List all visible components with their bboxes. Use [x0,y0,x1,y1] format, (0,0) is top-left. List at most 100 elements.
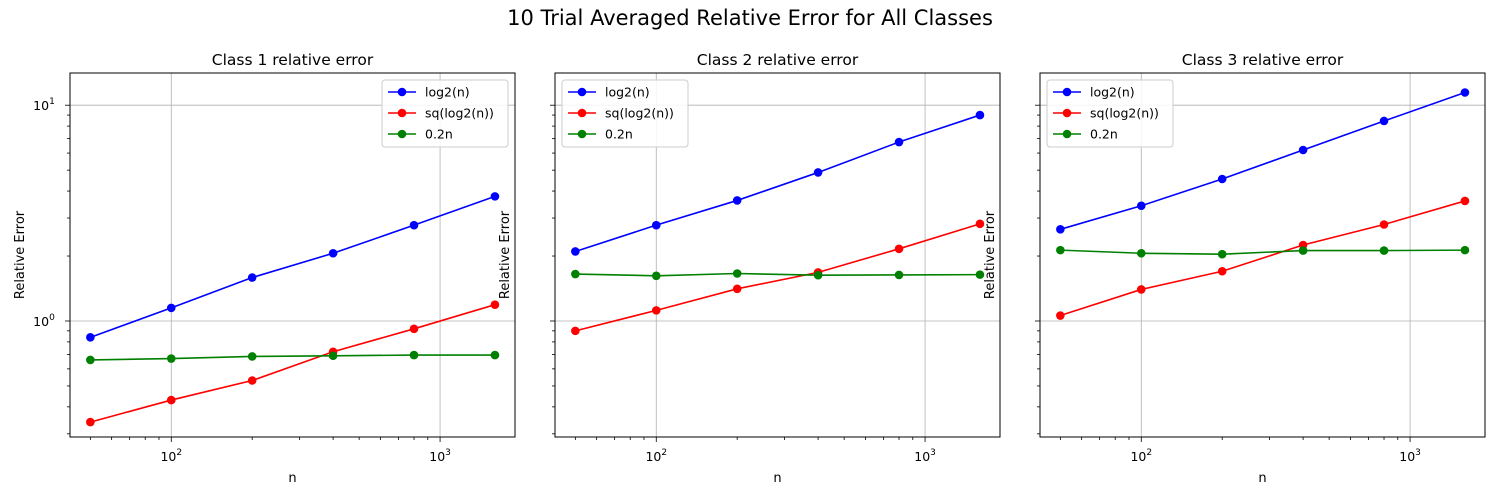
chart-1-ylabel: Relative Error [13,210,28,299]
chart-1-legend-marker-1 [397,108,407,118]
chart-1-title: Class 1 relative error [212,51,374,69]
chart-2-legend-label-1: sq(log2(n)) [605,106,674,121]
chart-3-legend-marker-1 [1062,108,1072,118]
chart-3-series-1-point-4 [1379,220,1389,229]
chart-1-series-1-point-5 [490,300,500,309]
chart-3-series-line-0 [1060,91,1466,231]
chart-1-series-2-point-0 [86,355,95,365]
chart-2-legend-marker-2 [577,129,587,139]
chart-2-x-ticklabel-1: 103 [914,448,936,464]
chart-3-legend-marker-0 [1062,87,1072,97]
chart-1-series-0-point-3 [328,248,338,258]
chart-2-series-0-point-2 [732,196,742,205]
chart-3-legend-label-2: 0.2n [1090,127,1118,142]
chart-2-series-2-point-4 [894,270,904,280]
chart-1-series-1-point-4 [409,324,419,334]
chart-2-series-line-0 [575,114,981,253]
chart-3-ylabel: Relative Error [983,210,998,299]
chart-2-legend-box [561,79,689,148]
chart-2-xlabel: n [773,471,781,486]
chart-3-legend-label-0: log2(n) [1090,85,1135,100]
chart-3-series-1-point-0 [1056,311,1065,320]
chart-3-legend-marker-2 [1062,129,1072,139]
chart-2-series-0-point-4 [894,137,904,147]
chart-3-series-2-point-4 [1379,246,1389,255]
chart-3-xlabel: n [1258,471,1266,486]
chart-1-series-line-1 [90,303,496,423]
chart-3-series-0-point-2 [1217,174,1227,184]
chart-3-x-ticklabel-1: 103 [1399,448,1421,464]
chart-1-xlabel: n [288,471,296,486]
chart-3-series-line-1 [1060,200,1466,317]
chart-2-series-2-point-1 [651,271,661,281]
chart-1-series-1-point-1 [166,395,176,405]
chart-2-legend-label-0: log2(n) [605,85,650,100]
chart-2-series-2-point-5 [975,270,985,279]
chart-2-axes-frame [554,72,1001,438]
chart-1-legend-label-0: log2(n) [425,85,470,100]
chart-2-series-0-point-0 [571,247,580,256]
chart-1-legend-marker-2 [397,129,407,139]
chart-2-series-1-point-2 [732,284,742,294]
chart-2-x-ticklabel-0: 102 [645,448,667,464]
chart-1-series-2-point-1 [166,354,176,363]
chart-2-legend-label-2: 0.2n [605,127,633,142]
chart-1-legend-marker-0 [397,87,407,97]
chart-1-series-2-point-3 [328,351,338,361]
chart-1-legend: log2(n) sq(log2(n)) 0.2n [381,79,509,148]
chart-3-series-1-point-2 [1217,266,1227,276]
figure-title: 10 Trial Averaged Relative Error for All… [507,6,993,30]
chart-3-axes-frame [1039,72,1486,438]
chart-1-series-0-point-4 [409,220,419,230]
chart-3-legend-label-1: sq(log2(n)) [1090,106,1159,121]
chart-2-series-0-point-1 [651,220,661,230]
chart-2-title: Class 2 relative error [697,51,859,69]
chart-2-series-2-point-2 [732,269,742,278]
chart-1-series-1-point-2 [247,376,257,385]
chart-2-legend-marker-0 [577,87,587,97]
chart-3-legend: log2(n) sq(log2(n)) 0.2n [1046,79,1174,148]
chart-2-legend-marker-1 [577,108,587,118]
chart-3-series-2-point-1 [1136,248,1146,258]
chart-3-x-ticklabel-0: 102 [1130,448,1152,464]
chart-2-series-1-point-5 [975,219,985,229]
chart-2-series-0-point-3 [813,168,823,177]
chart-2-series-1-point-4 [894,244,904,254]
chart-3-series-0-point-5 [1460,88,1470,97]
chart-1-series-2-point-2 [247,352,257,361]
chart-1-y-ticklabel-1: 101 [33,97,55,113]
chart-1-series-2-point-5 [490,350,500,360]
chart-1-series-0-point-2 [247,273,257,282]
chart-1-y-ticklabel-0: 100 [33,313,55,329]
chart-1-x-ticklabel-1: 103 [429,448,451,464]
chart-2-series-1-point-1 [651,306,661,315]
chart-3-series-2-point-3 [1298,246,1308,255]
chart-1-series-line-0 [90,195,496,339]
chart-1-series-0-point-0 [86,333,95,342]
chart-3-series-0-point-3 [1298,145,1308,155]
chart-3-series-0-point-0 [1056,225,1065,234]
chart-1-axes-frame [69,72,516,438]
chart-3-series-0-point-4 [1379,116,1389,126]
chart-2-legend: log2(n) sq(log2(n)) 0.2n [561,79,689,148]
chart-1-series-2-point-4 [409,350,419,360]
chart-1-series-0-point-1 [166,303,176,313]
chart-3-series-2-point-0 [1056,245,1065,255]
chart-1-legend-label-1: sq(log2(n)) [425,106,494,121]
chart-1-legend-label-2: 0.2n [425,127,453,142]
chart-1-series-line-2 [90,354,495,361]
chart-2-series-0-point-5 [975,110,985,120]
chart-3-series-0-point-1 [1136,201,1146,211]
chart-1-x-ticklabel-0: 102 [160,448,182,464]
chart-3-series-line-2 [1060,249,1465,255]
chart-1-series-1-point-0 [86,417,95,427]
chart-3-series-1-point-5 [1460,196,1470,206]
chart-2-ylabel: Relative Error [498,210,513,299]
chart-3-series-2-point-5 [1460,245,1470,255]
chart-2-series-line-1 [575,223,981,332]
chart-3-title: Class 3 relative error [1182,51,1344,69]
